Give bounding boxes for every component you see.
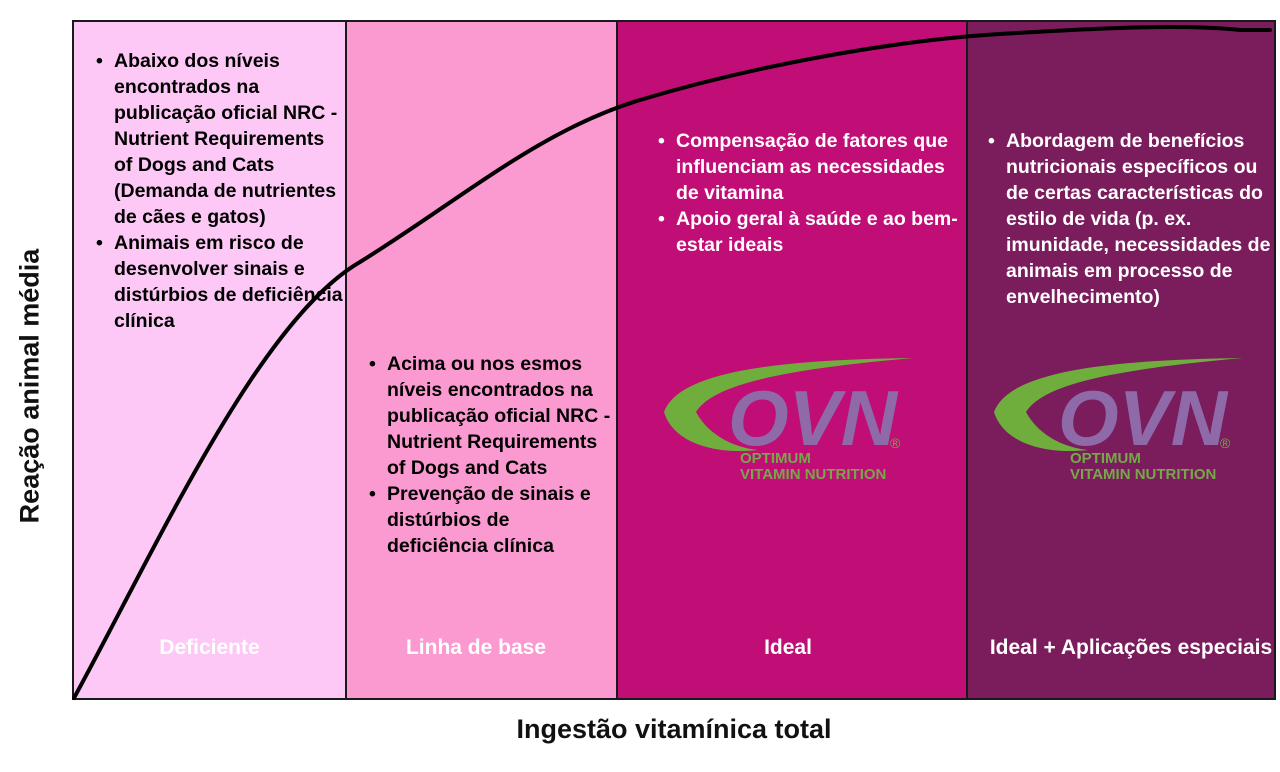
zone-notes: Compensação de fatores que influenciam a… xyxy=(658,128,958,258)
logo-registered: ® xyxy=(1220,435,1231,451)
zone-ideal-aplicacoes-especiais: Abordagem de benefícios nutricionais esp… xyxy=(966,20,1276,700)
zone-linha-de-base: Acima ou nos esmos níveis encontrados na… xyxy=(345,20,616,700)
zone-notes: Acima ou nos esmos níveis encontrados na… xyxy=(369,351,611,559)
zone-ideal: Compensação de fatores que influenciam a… xyxy=(616,20,966,700)
zone-label: Ideal xyxy=(764,636,812,659)
note-item: Abaixo dos níveis encontrados na publica… xyxy=(96,48,346,230)
note-item: Acima ou nos esmos níveis encontrados na… xyxy=(369,351,611,481)
y-axis-label: Reação animal média xyxy=(14,248,45,524)
x-axis-label: Ingestão vitamínica total xyxy=(516,714,832,744)
logo-line1: OPTIMUM xyxy=(1070,450,1141,467)
zone-deficiente: Abaixo dos níveis encontrados na publica… xyxy=(72,20,345,700)
logo-mark: OVN xyxy=(1058,374,1229,462)
logo-line2: VITAMIN NUTRITION xyxy=(740,466,886,480)
note-item: Abordagem de benefícios nutricionais esp… xyxy=(988,128,1278,310)
logo-line2: VITAMIN NUTRITION xyxy=(1070,466,1216,480)
note-item: Prevenção de sinais e distúrbios de defi… xyxy=(369,481,611,559)
zone-notes: Abaixo dos níveis encontrados na publica… xyxy=(96,48,346,334)
note-item: Compensação de fatores que influenciam a… xyxy=(658,128,958,206)
zone-notes: Abordagem de benefícios nutricionais esp… xyxy=(988,128,1278,310)
note-item: Apoio geral à saúde e ao bem-estar ideai… xyxy=(658,206,958,258)
logo-mark: OVN xyxy=(728,374,899,462)
zone-label: Deficiente xyxy=(159,636,260,659)
ovn-logo: OVN ® OPTIMUM VITAMIN NUTRITION xyxy=(664,358,913,480)
zone-label: Ideal + Aplicações especiais xyxy=(989,636,1273,659)
zone-label: Linha de base xyxy=(405,636,547,659)
ovn-logo: OVN ® OPTIMUM VITAMIN NUTRITION xyxy=(994,358,1243,480)
logo-registered: ® xyxy=(890,435,901,451)
logo-line1: OPTIMUM xyxy=(740,450,811,467)
note-item: Animais em risco de desenvolver sinais e… xyxy=(96,230,346,334)
